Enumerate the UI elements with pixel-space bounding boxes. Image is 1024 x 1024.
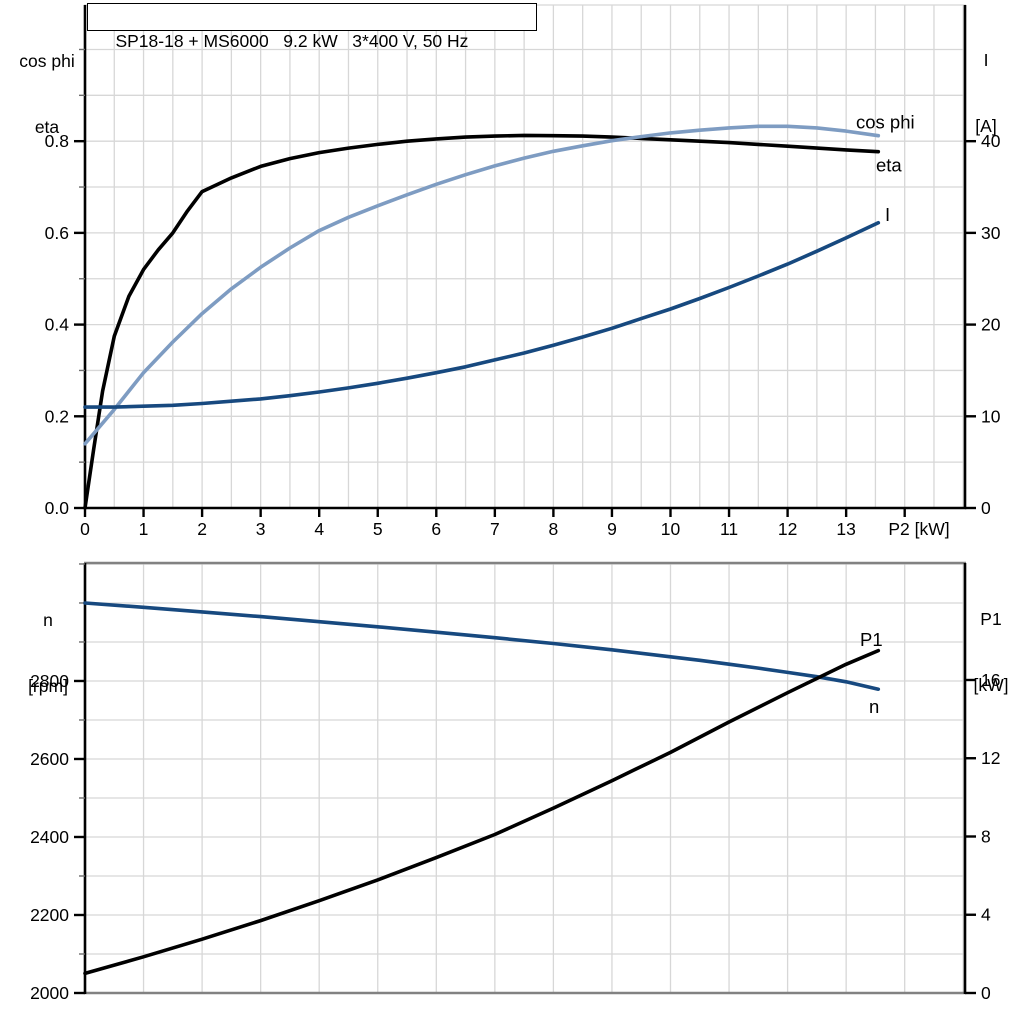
- axis-title-speed-unit: [rpm]: [28, 676, 68, 696]
- tick-label: 40: [981, 131, 1001, 151]
- series-P1-curve: [83, 648, 881, 976]
- series-eta-curve: [83, 133, 881, 510]
- series-label-I: I: [885, 204, 890, 225]
- bottom-left-axis-header: n [rpm]: [6, 565, 90, 741]
- tick-label: 6: [431, 519, 441, 539]
- series-label-n: n: [869, 696, 879, 717]
- series-label-P1: P1: [860, 629, 883, 650]
- bottom-chart: 2000 2200 2400 2600 2800 0 4 8 12 16 n P1: [30, 561, 1000, 1003]
- axis-title-current-unit: [A]: [975, 116, 997, 136]
- tick-label: 0: [981, 498, 991, 518]
- top-left-axis-header: cos phi eta: [6, 6, 88, 182]
- tick-label: 11: [720, 519, 738, 539]
- top-right-axis-header: I [A]: [960, 5, 1012, 181]
- x-axis-title: P2 [kW]: [888, 519, 949, 539]
- tick-label: 2800: [30, 671, 69, 691]
- axis-title-cos-phi: cos phi: [19, 51, 75, 71]
- tick-label: 2: [197, 519, 207, 539]
- tick-label: 9: [607, 519, 617, 539]
- chart-title-box: SP18-18 + MS6000 9.2 kW 3*400 V, 50 Hz: [87, 3, 537, 51]
- series-cos-phi-curve: [83, 124, 881, 446]
- tick-label: 4: [981, 905, 991, 925]
- tick-label: 2600: [30, 749, 69, 769]
- tick-label: 8: [549, 519, 559, 539]
- series-I-curve: [83, 221, 881, 409]
- axis-title-p1-unit: [kW]: [973, 675, 1009, 695]
- tick-label: 5: [373, 519, 383, 539]
- tick-label: 10: [661, 519, 681, 539]
- series-n-curve: [83, 601, 881, 692]
- axis-title-current: I: [983, 50, 989, 70]
- tick-label: 8: [981, 826, 991, 846]
- series-label-cos-phi: cos phi: [856, 112, 915, 133]
- axis-title-p1: P1: [980, 609, 1002, 629]
- tick-label: 0: [80, 519, 90, 539]
- tick-label: 20: [981, 315, 1001, 335]
- tick-label: 0.4: [45, 315, 70, 335]
- tick-label: 1: [139, 519, 149, 539]
- bottom-right-axis-header: P1 [kW]: [964, 564, 1018, 740]
- tick-label: 2000: [30, 983, 69, 1003]
- tick-label: 10: [981, 406, 1001, 426]
- tick-label: 16: [981, 670, 1000, 690]
- tick-label: 30: [981, 223, 1001, 243]
- grid: [85, 563, 965, 993]
- tick-label: 3: [256, 519, 266, 539]
- tick-label: 2200: [30, 905, 69, 925]
- axis-title-speed: n: [43, 610, 53, 630]
- axes: 2000 2200 2400 2600 2800 0 4 8 12 16: [30, 561, 1000, 1003]
- tick-label: 12: [778, 519, 797, 539]
- tick-label: 0.6: [45, 223, 69, 243]
- tick-label: 0.0: [45, 498, 70, 518]
- axis-title-eta: eta: [34, 117, 60, 137]
- tick-label: 0.8: [45, 131, 69, 151]
- tick-label: 4: [314, 519, 324, 539]
- chart-title: SP18-18 + MS6000 9.2 kW 3*400 V, 50 Hz: [115, 31, 469, 51]
- tick-label: 7: [490, 519, 500, 539]
- grid: [85, 5, 965, 508]
- tick-label: 13: [836, 519, 855, 539]
- tick-label: 0: [981, 983, 991, 1003]
- tick-label: 12: [981, 748, 1000, 768]
- tick-label: 2400: [30, 827, 69, 847]
- tick-label: 0.2: [45, 406, 69, 426]
- series-label-eta: eta: [876, 155, 902, 176]
